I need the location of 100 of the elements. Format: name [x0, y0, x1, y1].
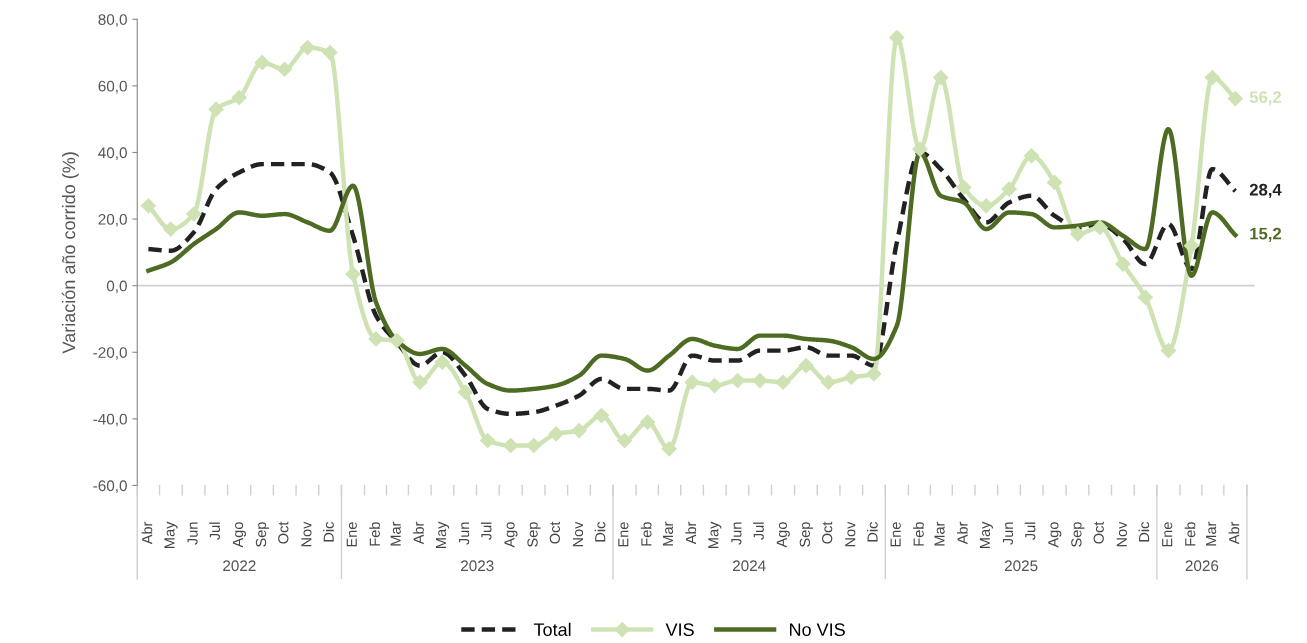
- text: 2022: [223, 560, 256, 572]
- point: [798, 358, 814, 374]
- x-tick-label: Feb: [1184, 522, 1196, 546]
- y-tick-label: 80,0: [98, 14, 127, 27]
- x-tick-label: Jun: [459, 522, 470, 545]
- point: [434, 354, 450, 370]
- point: [1001, 181, 1017, 197]
- x-tick-label: Oct: [822, 521, 833, 544]
- point: [1047, 174, 1063, 191]
- point: [254, 55, 270, 71]
- point: [300, 40, 316, 56]
- point: [140, 198, 156, 214]
- x-tick-label: Sep: [799, 522, 813, 547]
- point: [186, 206, 202, 222]
- text: 2023: [461, 560, 494, 572]
- data-label: 28,4: [1249, 183, 1282, 198]
- point: [866, 366, 882, 382]
- x-tick-label: Mar: [390, 521, 401, 546]
- x-tick-label: Nov: [1116, 521, 1127, 547]
- point: [571, 422, 587, 439]
- point: [707, 378, 723, 394]
- point: [503, 437, 519, 454]
- point: [616, 432, 633, 449]
- x-tick-label: May: [436, 521, 450, 548]
- legend-label: Total: [533, 622, 571, 637]
- x-tick-label: Ene: [1162, 522, 1173, 547]
- x-tick-label: Feb: [640, 522, 652, 546]
- point: [389, 333, 405, 349]
- point: [820, 374, 836, 390]
- x-tick-label: Abr: [685, 521, 697, 545]
- x-tick-label: Oct: [278, 521, 289, 544]
- y-tick-label: -60,0: [93, 480, 127, 493]
- point: [978, 198, 994, 214]
- point: [1227, 90, 1243, 107]
- point: [526, 437, 542, 454]
- point: [208, 101, 224, 117]
- point: [548, 426, 564, 442]
- text: 2025: [1004, 560, 1038, 572]
- y-axis-title: Variación año corrido (%): [61, 152, 79, 354]
- point: [775, 374, 791, 390]
- x-tick-label: Abr: [413, 521, 424, 545]
- x-tick-label: Jul: [753, 522, 764, 540]
- point: [1092, 219, 1108, 235]
- point: [163, 221, 179, 237]
- x-tick-label: Sep: [1071, 522, 1085, 547]
- text: 2026: [1185, 560, 1219, 572]
- y-tick-label: -40,0: [93, 413, 127, 427]
- point: [730, 373, 746, 389]
- x-tick-label: Jun: [731, 522, 742, 545]
- x-tick-label: Mar: [662, 521, 674, 546]
- x-tick-label: Jul: [209, 522, 221, 540]
- point: [752, 373, 768, 389]
- x-tick-label: Ene: [618, 522, 629, 547]
- point: [480, 432, 496, 449]
- point: [843, 369, 860, 385]
- x-tick-label: Jul: [480, 522, 492, 540]
- x-tick-label: May: [708, 521, 722, 548]
- y-tick-label: -20,0: [93, 347, 127, 360]
- x-tick-label: Abr: [141, 521, 153, 545]
- point: [412, 374, 428, 390]
- point: [1183, 238, 1200, 254]
- x-tick-label: Jun: [1002, 522, 1014, 545]
- x-tick-label: Mar: [934, 521, 945, 546]
- point: [933, 69, 949, 86]
- x-tick-label: Feb: [369, 522, 380, 546]
- point: [912, 141, 928, 157]
- x-tick-label: Nov: [301, 521, 312, 547]
- point: [661, 441, 677, 457]
- x-tick-label: Abr: [957, 521, 968, 545]
- x-tick-label: Ago: [504, 522, 518, 548]
- x-tick-label: Ago: [1048, 522, 1062, 548]
- x-tick-label: Abr: [1228, 521, 1240, 545]
- point: [593, 407, 610, 424]
- y-tick-label: 20,0: [98, 213, 127, 227]
- x-tick-label: Jul: [1024, 522, 1036, 540]
- x-tick-label: Dic: [323, 521, 334, 542]
- y-tick-label: 60,0: [98, 80, 127, 94]
- x-tick-label: Dic: [867, 521, 878, 542]
- point: [368, 331, 384, 347]
- point: [1160, 343, 1176, 359]
- x-tick-label: Dic: [1138, 521, 1150, 542]
- x-tick-label: Sep: [255, 522, 270, 547]
- x-tick-label: Sep: [527, 522, 541, 547]
- x-tick-label: Nov: [572, 521, 584, 547]
- point: [322, 45, 338, 61]
- x-tick-label: Ene: [890, 522, 901, 547]
- point: [457, 384, 473, 400]
- text: 2024: [732, 560, 766, 572]
- x-tick-label: Nov: [845, 521, 856, 547]
- x-tick-label: Mar: [1206, 521, 1217, 546]
- x-tick-label: Oct: [1093, 521, 1104, 544]
- point: [1137, 289, 1153, 305]
- point: [1204, 69, 1220, 86]
- x-tick-label: Ago: [776, 522, 790, 548]
- point: [889, 30, 905, 46]
- data-label: 15,2: [1250, 227, 1282, 242]
- point: [276, 61, 293, 77]
- x-tick-label: May: [979, 521, 993, 548]
- y-tick-label: 0,0: [106, 280, 127, 294]
- x-tick-label: Ago: [232, 522, 246, 548]
